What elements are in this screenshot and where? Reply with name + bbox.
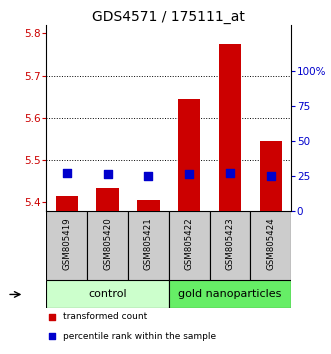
Bar — [178, 99, 201, 211]
Text: transformed count: transformed count — [64, 312, 148, 321]
Text: percentile rank within the sample: percentile rank within the sample — [64, 332, 216, 341]
Bar — [251, 211, 291, 280]
Text: GSM805424: GSM805424 — [266, 218, 275, 270]
Bar — [210, 211, 251, 280]
Bar — [169, 280, 291, 308]
Bar — [128, 211, 169, 280]
Point — [187, 172, 192, 177]
Text: GSM805423: GSM805423 — [225, 218, 235, 270]
Point — [105, 172, 110, 177]
Point — [64, 170, 70, 176]
Text: GSM805419: GSM805419 — [62, 218, 71, 270]
Text: control: control — [88, 290, 127, 299]
Title: GDS4571 / 175111_at: GDS4571 / 175111_at — [92, 10, 245, 24]
Point — [50, 333, 55, 339]
Bar — [87, 211, 128, 280]
Bar — [219, 44, 241, 211]
Bar — [96, 188, 119, 211]
Bar — [56, 196, 78, 211]
Point — [50, 314, 55, 320]
Text: GSM805420: GSM805420 — [103, 218, 112, 270]
Bar — [169, 211, 210, 280]
Text: gold nanoparticles: gold nanoparticles — [178, 290, 282, 299]
Text: GSM805422: GSM805422 — [185, 218, 194, 270]
Bar — [46, 211, 87, 280]
Point — [227, 170, 233, 176]
Bar — [46, 280, 169, 308]
Point — [146, 173, 151, 179]
Bar — [260, 141, 282, 211]
Text: GSM805421: GSM805421 — [144, 218, 153, 270]
Bar — [137, 200, 160, 211]
Point — [268, 173, 273, 179]
